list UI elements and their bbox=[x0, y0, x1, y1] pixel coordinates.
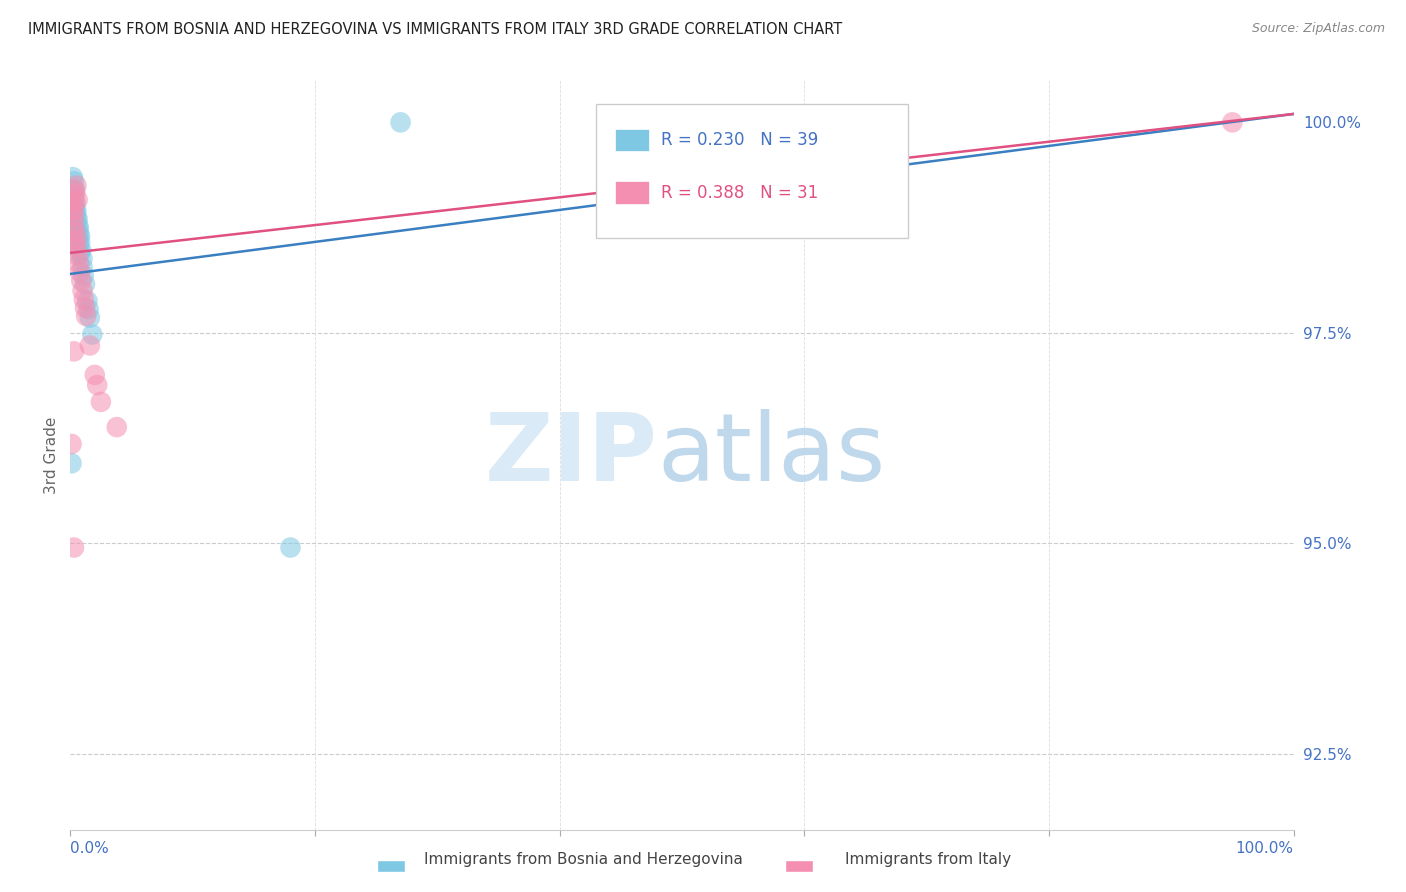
Text: 0.0%: 0.0% bbox=[70, 841, 110, 855]
Point bbox=[63, 186, 86, 201]
Point bbox=[90, 395, 112, 409]
Point bbox=[73, 301, 96, 315]
Point bbox=[69, 245, 91, 260]
Point bbox=[66, 193, 89, 207]
Y-axis label: 3rd Grade: 3rd Grade bbox=[44, 417, 59, 493]
Point bbox=[77, 302, 100, 317]
Point bbox=[67, 257, 90, 271]
Point bbox=[63, 203, 86, 218]
Point bbox=[63, 218, 86, 232]
Point bbox=[65, 178, 87, 193]
Point bbox=[65, 210, 87, 224]
Point bbox=[62, 203, 84, 218]
Text: 100.0%: 100.0% bbox=[1236, 841, 1294, 855]
Point bbox=[280, 541, 302, 555]
Point bbox=[65, 240, 87, 254]
Text: atlas: atlas bbox=[658, 409, 886, 501]
Point bbox=[73, 292, 96, 306]
Text: ZIP: ZIP bbox=[485, 409, 658, 501]
Point bbox=[66, 218, 89, 232]
Point bbox=[66, 212, 89, 227]
Point bbox=[62, 195, 84, 210]
Point bbox=[86, 378, 108, 392]
Point bbox=[82, 327, 104, 342]
Point bbox=[70, 244, 93, 258]
Point bbox=[75, 309, 97, 323]
Point bbox=[72, 252, 94, 266]
Point bbox=[62, 185, 84, 199]
Point bbox=[105, 420, 128, 434]
Text: IMMIGRANTS FROM BOSNIA AND HERZEGOVINA VS IMMIGRANTS FROM ITALY 3RD GRADE CORREL: IMMIGRANTS FROM BOSNIA AND HERZEGOVINA V… bbox=[28, 22, 842, 37]
Bar bbox=[614, 181, 650, 204]
Point bbox=[67, 220, 90, 235]
Point bbox=[65, 203, 87, 218]
Point bbox=[63, 212, 86, 227]
Point bbox=[63, 191, 86, 205]
Point bbox=[62, 189, 84, 203]
Point bbox=[63, 183, 86, 197]
Point bbox=[63, 344, 86, 359]
Point bbox=[63, 210, 86, 224]
Point bbox=[67, 227, 90, 241]
Point bbox=[63, 183, 86, 197]
Point bbox=[63, 206, 86, 220]
Point bbox=[63, 200, 86, 214]
Point bbox=[65, 231, 87, 245]
Text: Immigrants from Bosnia and Herzegovina: Immigrants from Bosnia and Herzegovina bbox=[425, 852, 742, 867]
Point bbox=[63, 220, 86, 235]
Point bbox=[60, 195, 83, 210]
Text: Immigrants from Italy: Immigrants from Italy bbox=[845, 852, 1011, 867]
Text: R = 0.230   N = 39: R = 0.230 N = 39 bbox=[661, 131, 818, 149]
Point bbox=[60, 183, 83, 197]
Bar bbox=[614, 129, 650, 152]
Text: Source: ZipAtlas.com: Source: ZipAtlas.com bbox=[1251, 22, 1385, 36]
Point bbox=[63, 174, 86, 188]
Point bbox=[69, 235, 91, 249]
Point bbox=[65, 225, 87, 239]
Point bbox=[73, 277, 96, 291]
Point bbox=[79, 310, 101, 325]
Point bbox=[63, 215, 86, 229]
Point bbox=[72, 284, 94, 298]
Point bbox=[63, 198, 86, 212]
Point bbox=[1220, 115, 1243, 129]
FancyBboxPatch shape bbox=[596, 104, 908, 237]
Text: R = 0.388   N = 31: R = 0.388 N = 31 bbox=[661, 184, 818, 202]
Point bbox=[389, 115, 412, 129]
Point bbox=[60, 456, 83, 470]
Point bbox=[83, 368, 105, 382]
Point bbox=[70, 274, 93, 288]
Point bbox=[76, 293, 98, 308]
Point bbox=[63, 235, 86, 249]
Point bbox=[63, 541, 86, 555]
Point bbox=[72, 260, 94, 275]
Point bbox=[73, 268, 96, 283]
Point bbox=[69, 265, 91, 279]
Point bbox=[63, 225, 86, 239]
Point bbox=[66, 248, 89, 262]
Point bbox=[67, 237, 90, 252]
Point bbox=[62, 170, 84, 185]
Point bbox=[69, 229, 91, 244]
Point bbox=[79, 338, 101, 352]
Point bbox=[62, 203, 84, 218]
Point bbox=[66, 231, 89, 245]
Point bbox=[60, 437, 83, 451]
Point bbox=[63, 195, 86, 210]
